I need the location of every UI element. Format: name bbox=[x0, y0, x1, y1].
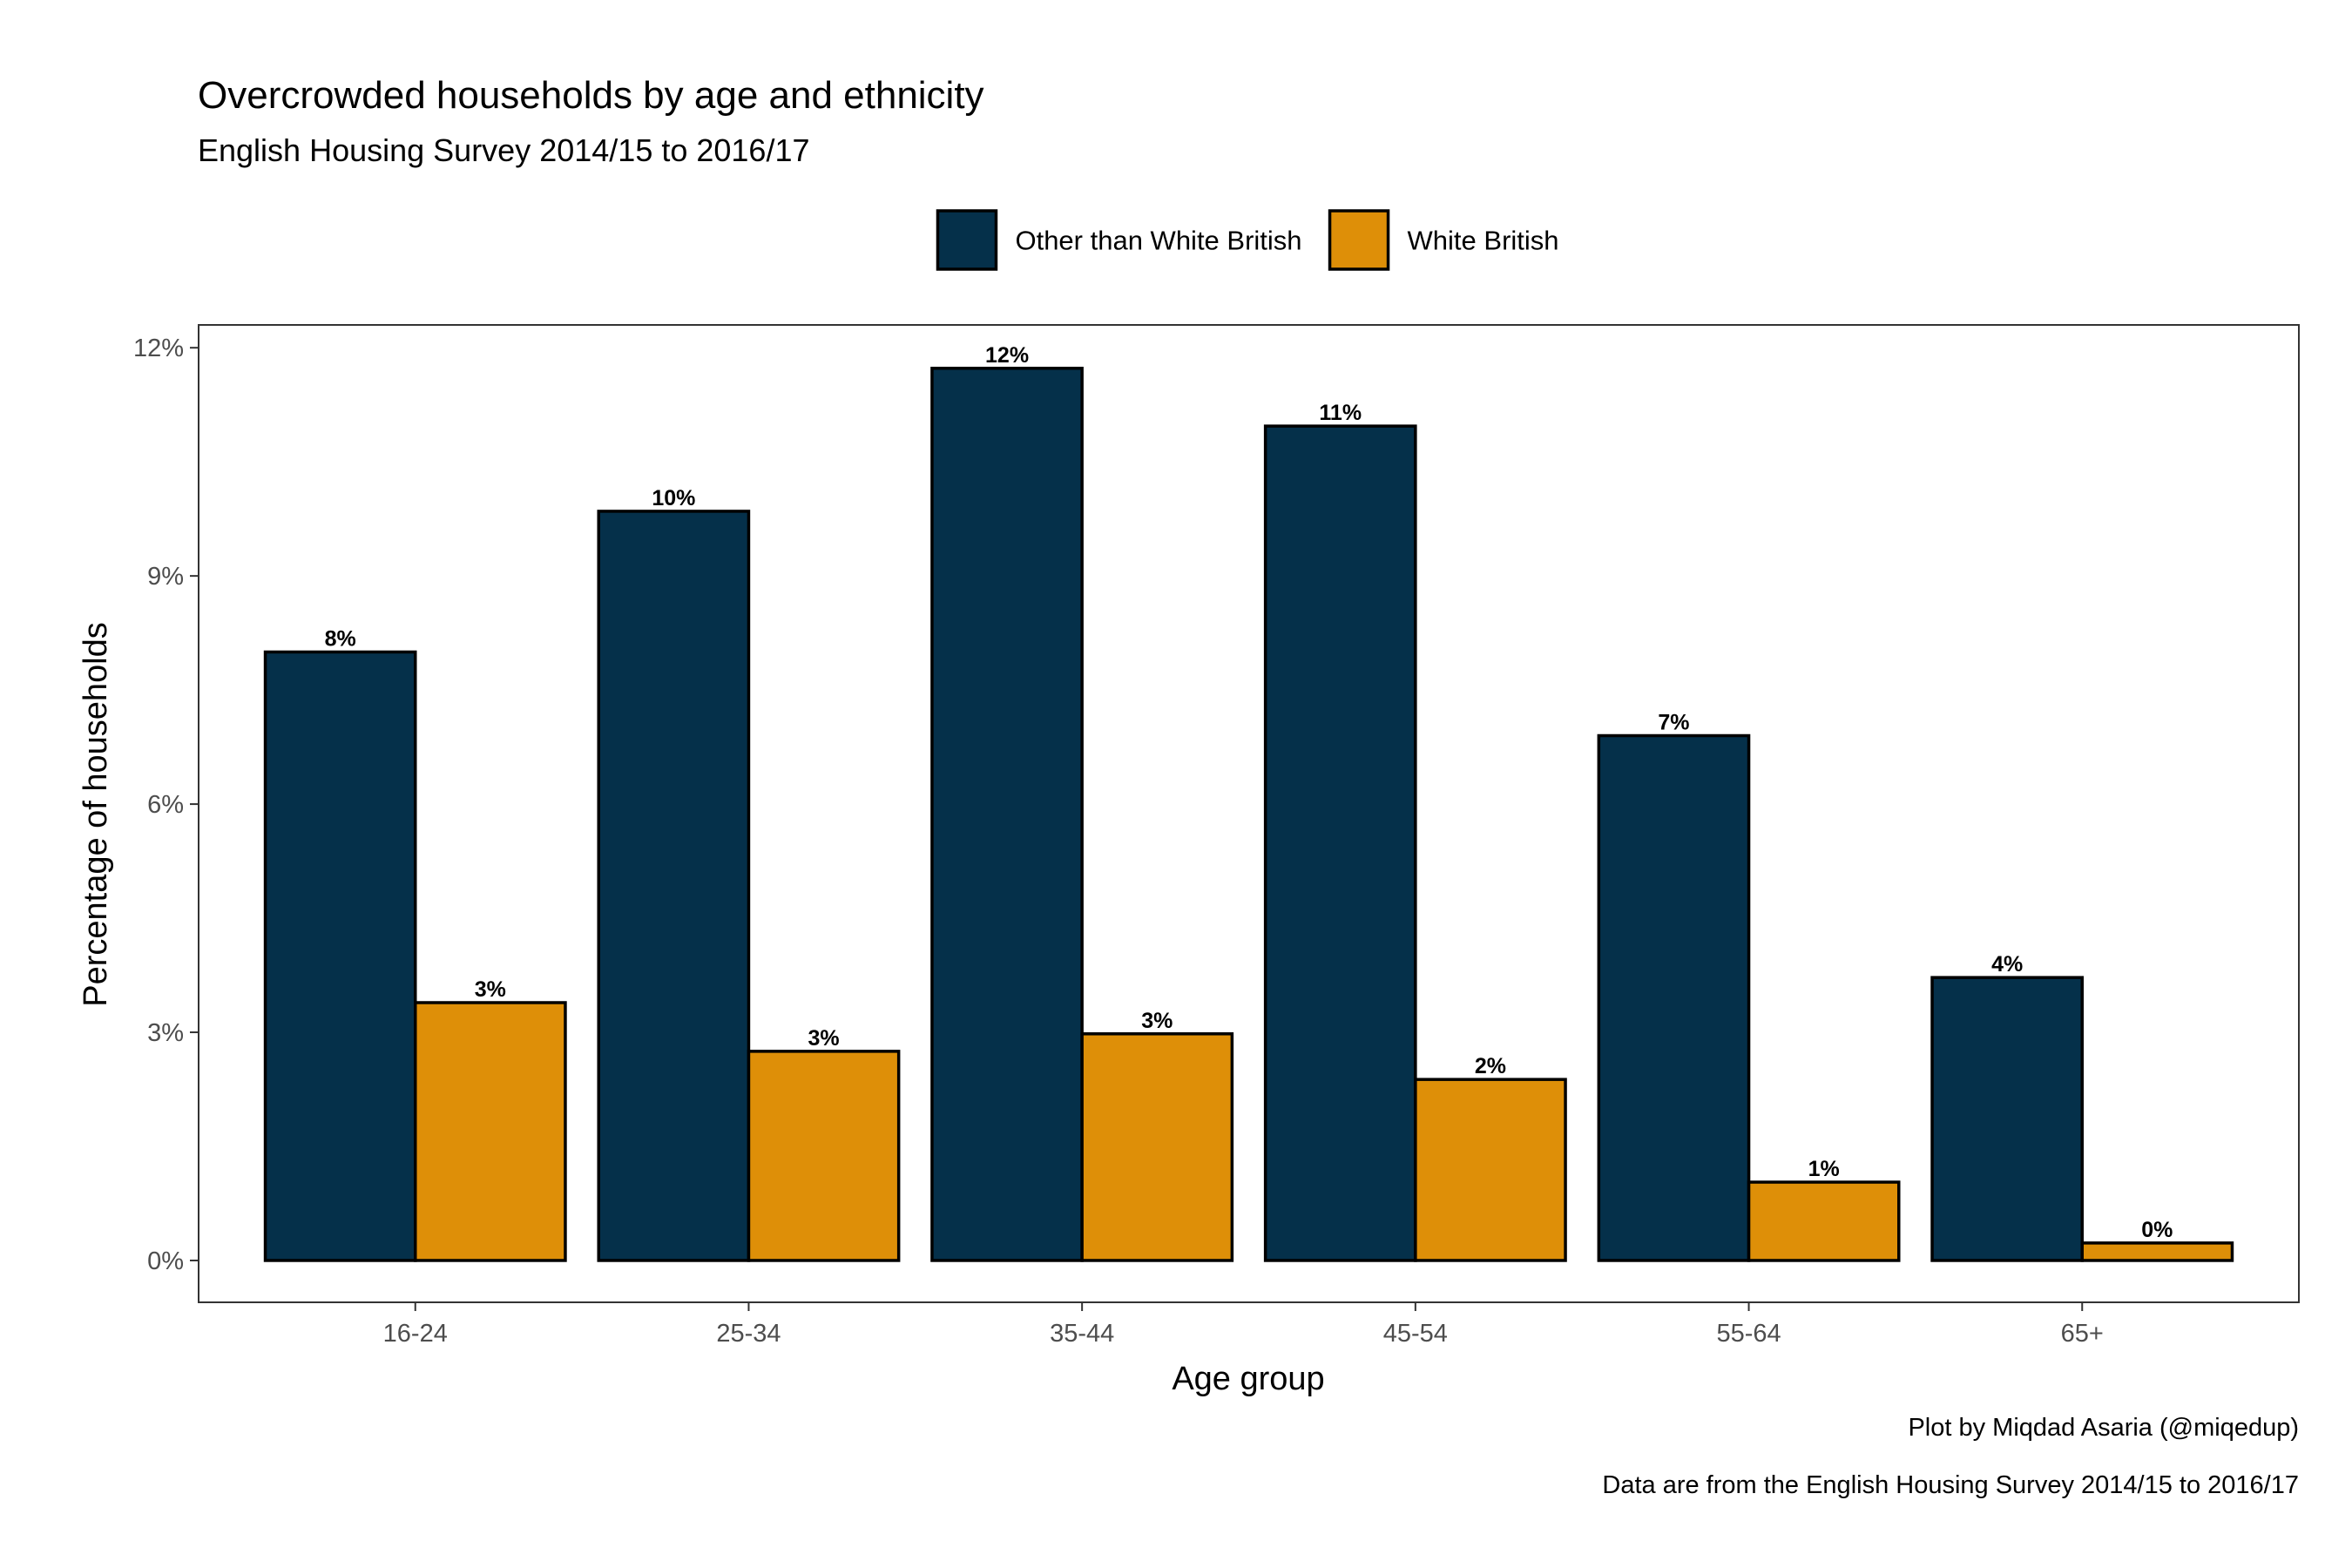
bar-value-label: 0% bbox=[2141, 1218, 2173, 1242]
y-axis-title: Percentage of households bbox=[78, 622, 114, 1007]
legend-label: White British bbox=[1408, 226, 1559, 256]
x-axis: 16-24 25-34 35-44 45-54 55-64 65+ bbox=[383, 1302, 2104, 1348]
bar bbox=[597, 510, 751, 1262]
y-tick-label: 6% bbox=[147, 791, 184, 819]
bar bbox=[1747, 1180, 1901, 1262]
captions: Plot by Miqdad Asaria (@miqedup) Data are… bbox=[1602, 1414, 2299, 1499]
bar-value-label: 11% bbox=[1319, 401, 1362, 425]
bar bbox=[2080, 1241, 2234, 1262]
legend-label: Other than White British bbox=[1015, 226, 1301, 256]
bars bbox=[263, 367, 2234, 1262]
bar bbox=[1597, 733, 1751, 1262]
bar-value-label: 7% bbox=[1658, 711, 1689, 735]
y-tick-label: 3% bbox=[147, 1019, 184, 1047]
x-tick-label: 25-34 bbox=[716, 1320, 781, 1348]
y-tick-label: 12% bbox=[133, 335, 184, 362]
legend: Other than White British White British bbox=[936, 209, 1559, 271]
bar bbox=[1080, 1032, 1234, 1262]
bar bbox=[1930, 976, 2084, 1262]
x-tick-label: 55-64 bbox=[1716, 1320, 1781, 1348]
chart-title: Overcrowded households by age and ethnic… bbox=[198, 74, 984, 117]
legend-key bbox=[1328, 209, 1390, 271]
x-axis-title: Age group bbox=[1172, 1361, 1324, 1397]
x-tick-label: 65+ bbox=[2061, 1320, 2104, 1348]
y-axis: 0% 3% 6% 9% 12% bbox=[133, 335, 199, 1275]
x-tick-label: 45-54 bbox=[1383, 1320, 1448, 1348]
bar bbox=[1263, 424, 1417, 1262]
bar bbox=[414, 1001, 567, 1262]
caption: Data are from the English Housing Survey… bbox=[1602, 1471, 2299, 1499]
bar-value-label: 2% bbox=[1475, 1054, 1506, 1078]
bar-value-label: 3% bbox=[808, 1026, 839, 1051]
chart-subtitle: English Housing Survey 2014/15 to 2016/1… bbox=[198, 132, 810, 168]
bar-value-label: 3% bbox=[475, 977, 506, 1002]
bar bbox=[747, 1050, 901, 1262]
y-tick-label: 9% bbox=[147, 563, 184, 591]
caption: Plot by Miqdad Asaria (@miqedup) bbox=[1908, 1414, 2299, 1442]
bar-labels: 8% 3% 10% 3% 12% 3% 11% 2% 7% 1% 4% 0% bbox=[325, 343, 2173, 1242]
bar-value-label: 1% bbox=[1808, 1157, 1840, 1181]
plot-panel bbox=[198, 324, 2300, 1303]
bar bbox=[263, 650, 417, 1262]
y-tick-label: 0% bbox=[147, 1247, 184, 1275]
x-tick-label: 16-24 bbox=[383, 1320, 448, 1348]
bar-value-label: 8% bbox=[325, 626, 356, 651]
legend-key bbox=[936, 209, 998, 271]
x-tick-label: 35-44 bbox=[1050, 1320, 1114, 1348]
bar bbox=[1414, 1078, 1567, 1262]
bar-value-label: 4% bbox=[1991, 952, 2023, 977]
bar-value-label: 12% bbox=[985, 343, 1029, 368]
bar-value-label: 3% bbox=[1141, 1009, 1173, 1033]
bar-value-label: 10% bbox=[652, 486, 695, 510]
bar bbox=[930, 367, 1084, 1262]
